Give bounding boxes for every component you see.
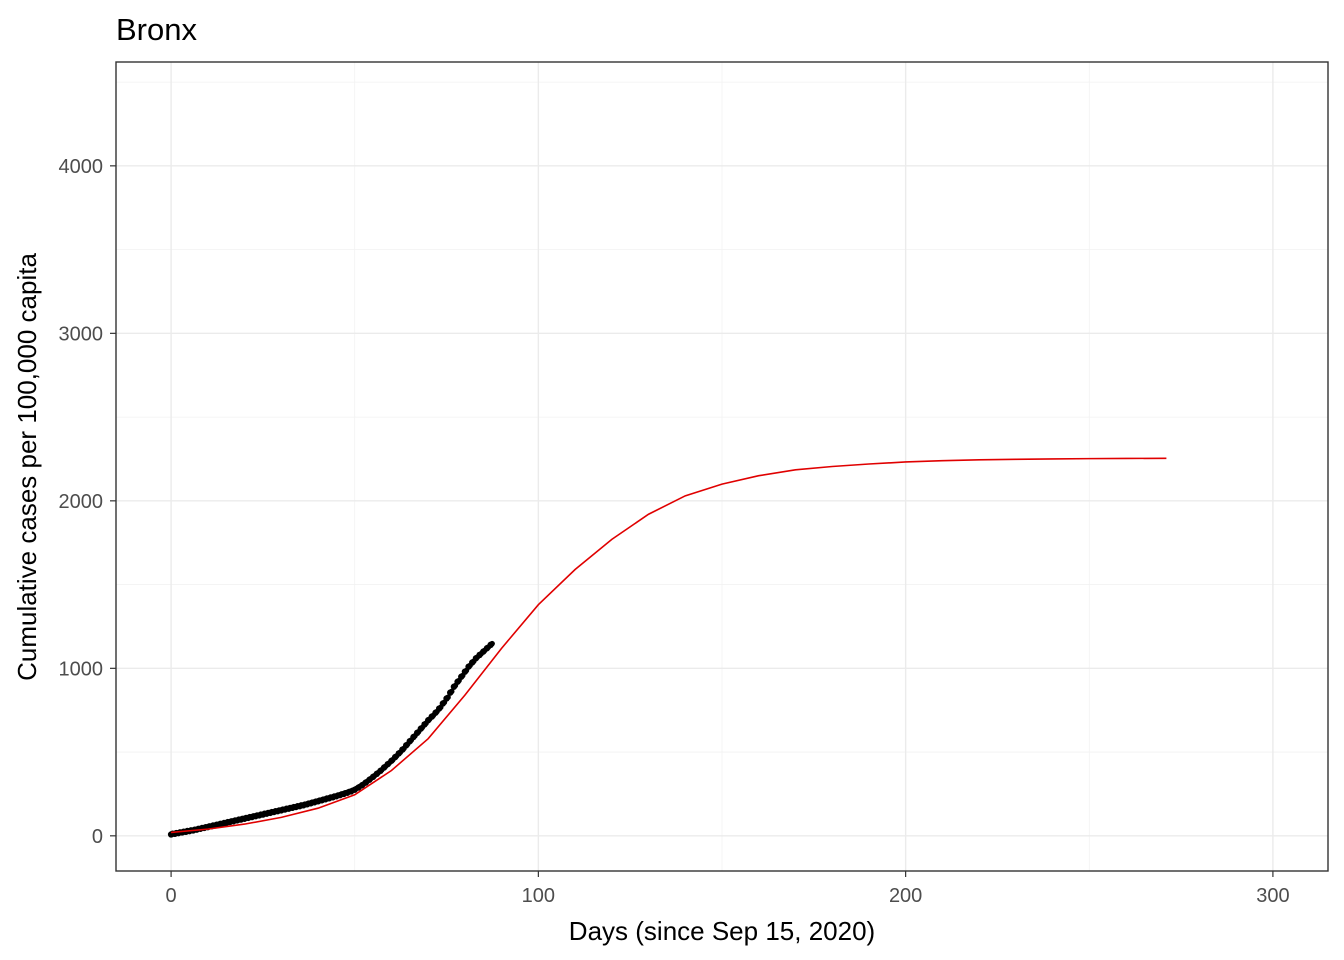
fitted-curve — [171, 457, 1167, 834]
data-point — [489, 640, 495, 647]
plot-area — [167, 457, 1167, 838]
panel-border — [115, 61, 1329, 872]
x-axis-title: Days (since Sep 15, 2020) — [569, 916, 875, 946]
y-axis-title: Cumulative cases per 100,000 capita — [12, 253, 42, 681]
x-tick-label: 100 — [522, 885, 555, 907]
y-tick-label: 1000 — [59, 658, 104, 680]
x-tick-label: 0 — [166, 885, 177, 907]
data-point — [448, 688, 455, 695]
y-tick-label: 4000 — [59, 156, 104, 178]
grid — [116, 62, 1328, 871]
chart-title: Bronx — [116, 12, 197, 47]
y-tick-label: 2000 — [59, 491, 104, 513]
x-tick-label: 300 — [1256, 885, 1289, 907]
x-tick-label: 200 — [889, 885, 922, 907]
y-tick-label: 3000 — [59, 323, 104, 345]
y-tick-label: 0 — [92, 826, 103, 848]
data-point — [445, 694, 451, 701]
